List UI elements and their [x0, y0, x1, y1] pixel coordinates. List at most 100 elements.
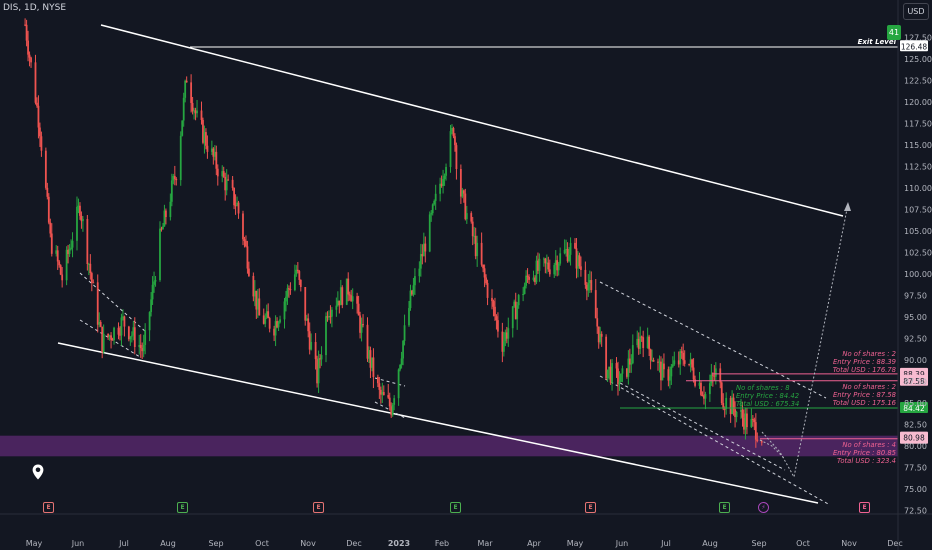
currency-button[interactable]: USD [903, 3, 929, 20]
candle-body [331, 309, 333, 317]
earnings-event-icon[interactable]: E [177, 502, 188, 513]
candle-body [76, 206, 78, 241]
candle-body [316, 359, 318, 384]
candle-body [658, 361, 661, 363]
candle-body [483, 268, 486, 278]
candle-body [194, 110, 197, 114]
candle-body [668, 376, 671, 381]
candle-body [532, 277, 535, 280]
candle-body [723, 408, 726, 410]
candle-body [640, 336, 643, 338]
projection-pullback [759, 439, 785, 459]
candle-body [196, 110, 198, 114]
candle-body [258, 298, 261, 316]
candle-body [578, 255, 581, 267]
candle-body [283, 301, 286, 320]
candle-body [390, 406, 393, 416]
candle-body [265, 311, 268, 318]
candle-body [320, 355, 323, 360]
earnings-event-icon[interactable]: E [719, 502, 730, 513]
candle-body [382, 392, 385, 396]
candle-body [408, 308, 410, 326]
candle-body [182, 97, 185, 121]
candle-body [421, 254, 424, 257]
candle-body [451, 128, 453, 132]
candle-body [293, 274, 296, 291]
earnings-event-icon[interactable]: E [313, 502, 324, 513]
candle-body [649, 349, 652, 361]
candle-body [359, 315, 361, 333]
y-tick-label: 115.00 [904, 141, 932, 150]
earnings-event-icon[interactable]: E [585, 502, 596, 513]
candle-body [491, 297, 493, 302]
trade-annotation-line: No of shares : 4 [842, 441, 896, 449]
candle-body [507, 328, 510, 339]
x-tick-label: Sep [208, 539, 223, 548]
split-event-icon[interactable]: ⚡ [758, 502, 769, 513]
candle-body [387, 395, 390, 398]
candle-body [299, 279, 302, 287]
y-tick-label: 120.00 [904, 98, 932, 107]
y-tick-label: 107.50 [904, 206, 932, 215]
y-tick-label: 87.50 [904, 378, 927, 387]
trade-annotation-line: Entry Price : 80.85 [833, 449, 896, 457]
candle-body [276, 321, 278, 328]
candle-body [179, 135, 182, 181]
time-axis[interactable]: May Jun Jul Aug Sep Oct Nov Dec 2023 Feb Mar Apr May… [0, 513, 932, 548]
candle-body [61, 274, 64, 281]
candle-body [505, 332, 508, 339]
x-tick-label: May [26, 539, 43, 548]
candle-body [544, 258, 547, 264]
y-tick-label: 72.50 [904, 507, 927, 516]
candle-body [288, 288, 290, 290]
candle-body [657, 361, 659, 363]
symbol-label[interactable]: DIS, 1D, NYSE [3, 3, 67, 13]
candle-body [206, 145, 209, 152]
candle-body [563, 249, 566, 254]
price-axis[interactable]: 72.50 75.00 77.50 80.00 82.50 85.00 87.50 90.00… [897, 0, 932, 550]
candle-body [400, 358, 403, 365]
candle-body [227, 179, 230, 181]
candle-body [585, 284, 588, 291]
current-price-tag-label: 80.98 [903, 434, 925, 443]
candle-body [566, 249, 569, 262]
candle-body [144, 330, 147, 345]
candle-body [138, 344, 141, 347]
candle-body [525, 275, 527, 286]
candle-body [422, 243, 425, 257]
candle-body [82, 219, 84, 222]
candle-body [123, 316, 126, 327]
candle-body [378, 383, 381, 390]
candle-body [575, 248, 578, 269]
recent-channel-lower [599, 375, 831, 506]
candle-body [542, 258, 545, 260]
candle-body [636, 338, 639, 346]
map-pin-icon[interactable] [32, 464, 44, 480]
candle-body [141, 348, 144, 352]
candle-body [504, 332, 507, 342]
candle-body [688, 363, 691, 365]
candle-body [162, 226, 164, 230]
earnings-event-icon[interactable]: E [43, 502, 54, 513]
candle-body [80, 215, 83, 222]
candle-body [565, 249, 568, 251]
candle-body [150, 299, 152, 313]
candle-body [304, 286, 307, 321]
candle-body [646, 336, 649, 348]
earnings-event-icon[interactable]: E [859, 502, 870, 513]
candle-body [216, 168, 219, 177]
earnings-event-icon[interactable]: E [450, 502, 461, 513]
candle-body [471, 221, 474, 237]
candle-body [345, 278, 348, 305]
candle-body [347, 278, 350, 295]
candle-body [528, 276, 530, 280]
candle-body [376, 377, 379, 384]
candle-body [133, 327, 136, 347]
candle-body [107, 333, 110, 337]
candle-body [710, 374, 713, 384]
candle-body [237, 202, 240, 214]
candle-body [86, 219, 89, 265]
candle-body [497, 320, 499, 332]
trade-annotation-line: No of shares : 8 [736, 384, 790, 392]
